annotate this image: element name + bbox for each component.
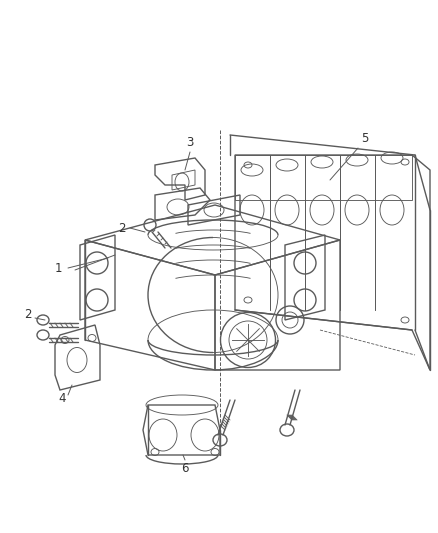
Text: 1: 1 [54,262,62,274]
Text: 2: 2 [118,222,126,235]
Text: 5: 5 [361,132,369,144]
Text: 2: 2 [24,309,32,321]
Text: 3: 3 [186,136,194,149]
Text: 6: 6 [181,462,189,474]
Text: 4: 4 [58,392,66,405]
